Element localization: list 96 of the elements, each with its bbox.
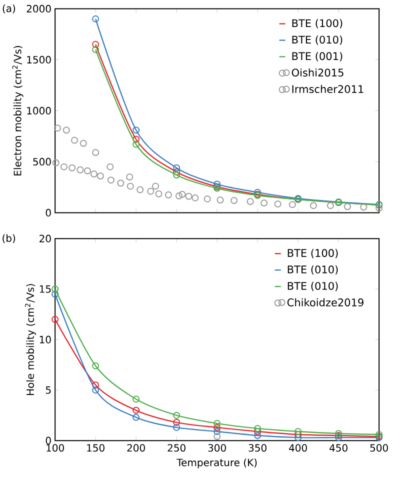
point bbox=[96, 172, 104, 180]
point bbox=[92, 382, 100, 389]
point bbox=[92, 362, 100, 370]
legend-label: BTE (010) bbox=[292, 36, 342, 45]
point bbox=[136, 186, 144, 194]
point bbox=[214, 424, 221, 431]
point bbox=[173, 164, 180, 172]
point bbox=[76, 166, 84, 174]
point bbox=[80, 140, 87, 147]
point bbox=[92, 149, 100, 156]
point bbox=[310, 202, 317, 210]
point bbox=[254, 428, 262, 435]
y-tick-label: 1000 bbox=[27, 106, 51, 115]
y-tick-label: 20 bbox=[40, 234, 51, 242]
y-tick-label: 0 bbox=[46, 208, 51, 217]
y-tick-label: 15 bbox=[40, 285, 51, 293]
point bbox=[204, 195, 211, 202]
x-tick-label: 350 bbox=[248, 444, 266, 452]
point bbox=[376, 204, 383, 212]
point bbox=[288, 201, 296, 208]
y-tick-label: 5 bbox=[46, 386, 51, 394]
point bbox=[152, 182, 160, 190]
point bbox=[132, 126, 140, 134]
legend-label: Chikoidze2019 bbox=[287, 298, 364, 306]
point bbox=[132, 140, 140, 148]
point bbox=[176, 192, 183, 200]
point bbox=[126, 174, 134, 181]
point bbox=[254, 424, 262, 432]
point bbox=[164, 191, 172, 198]
x-tick-label: 250 bbox=[168, 444, 186, 452]
text: (a) bbox=[2, 4, 16, 14]
point bbox=[132, 406, 140, 414]
point bbox=[214, 180, 221, 188]
point bbox=[126, 182, 134, 190]
y-tick-label: 500 bbox=[33, 158, 51, 166]
x-tick-label: 300 bbox=[208, 444, 226, 452]
point bbox=[132, 136, 140, 143]
point bbox=[107, 176, 114, 184]
legend-label: BTE (100) bbox=[288, 248, 338, 258]
point bbox=[326, 202, 334, 210]
x-tick-label: 150 bbox=[87, 444, 104, 452]
legend-label: Oishi2015 bbox=[292, 68, 344, 77]
point bbox=[117, 180, 124, 187]
legend-label: BTE (001) bbox=[292, 52, 342, 62]
y-axis-title: Electron mobility (cm$^{2}$/Vs) bbox=[12, 46, 24, 176]
point bbox=[60, 163, 68, 170]
point bbox=[132, 396, 140, 403]
point bbox=[173, 168, 180, 176]
text: (b) bbox=[2, 234, 16, 244]
legend-label: BTE (010) bbox=[288, 265, 338, 275]
point bbox=[214, 433, 221, 440]
point bbox=[54, 124, 62, 132]
legend-label: BTE (100) bbox=[292, 19, 342, 28]
y-tick-label: 1500 bbox=[27, 56, 51, 64]
point bbox=[84, 167, 91, 174]
x-axis-title: Temperature (K) bbox=[176, 458, 257, 468]
point bbox=[294, 434, 302, 442]
point bbox=[68, 164, 76, 172]
y-tick-label: 0 bbox=[46, 436, 51, 444]
point bbox=[147, 188, 154, 195]
point bbox=[106, 163, 114, 170]
point bbox=[173, 171, 180, 178]
point bbox=[185, 192, 192, 200]
point bbox=[260, 200, 268, 207]
x-tick-label: 450 bbox=[330, 444, 348, 452]
point bbox=[52, 159, 60, 166]
point bbox=[192, 194, 199, 202]
point bbox=[155, 190, 162, 198]
point bbox=[230, 196, 238, 204]
point bbox=[344, 203, 351, 210]
y-tick-label: 2000 bbox=[26, 4, 51, 13]
point bbox=[254, 432, 262, 440]
point bbox=[178, 190, 186, 198]
x-tick-label: 500 bbox=[370, 444, 388, 452]
point bbox=[214, 428, 221, 435]
point bbox=[214, 420, 221, 427]
legend-label: BTE (010) bbox=[288, 282, 338, 292]
legend-label: Irmscher2011 bbox=[292, 84, 364, 94]
point bbox=[92, 386, 100, 394]
x-tick-label: 100 bbox=[46, 444, 64, 452]
point bbox=[62, 126, 70, 134]
point bbox=[71, 136, 78, 144]
y-axis-title: Hole mobility (cm$^{2}$/Vs) bbox=[25, 284, 36, 395]
point bbox=[173, 418, 180, 426]
point bbox=[360, 204, 368, 211]
x-tick-label: 200 bbox=[127, 444, 145, 452]
point bbox=[216, 196, 224, 204]
point bbox=[173, 412, 180, 419]
point bbox=[246, 198, 254, 206]
y-tick-label: 10 bbox=[40, 336, 51, 344]
point bbox=[132, 414, 140, 421]
x-tick-label: 400 bbox=[289, 444, 307, 452]
point bbox=[173, 424, 180, 431]
point bbox=[90, 170, 98, 178]
point bbox=[294, 428, 302, 435]
point bbox=[274, 200, 282, 208]
